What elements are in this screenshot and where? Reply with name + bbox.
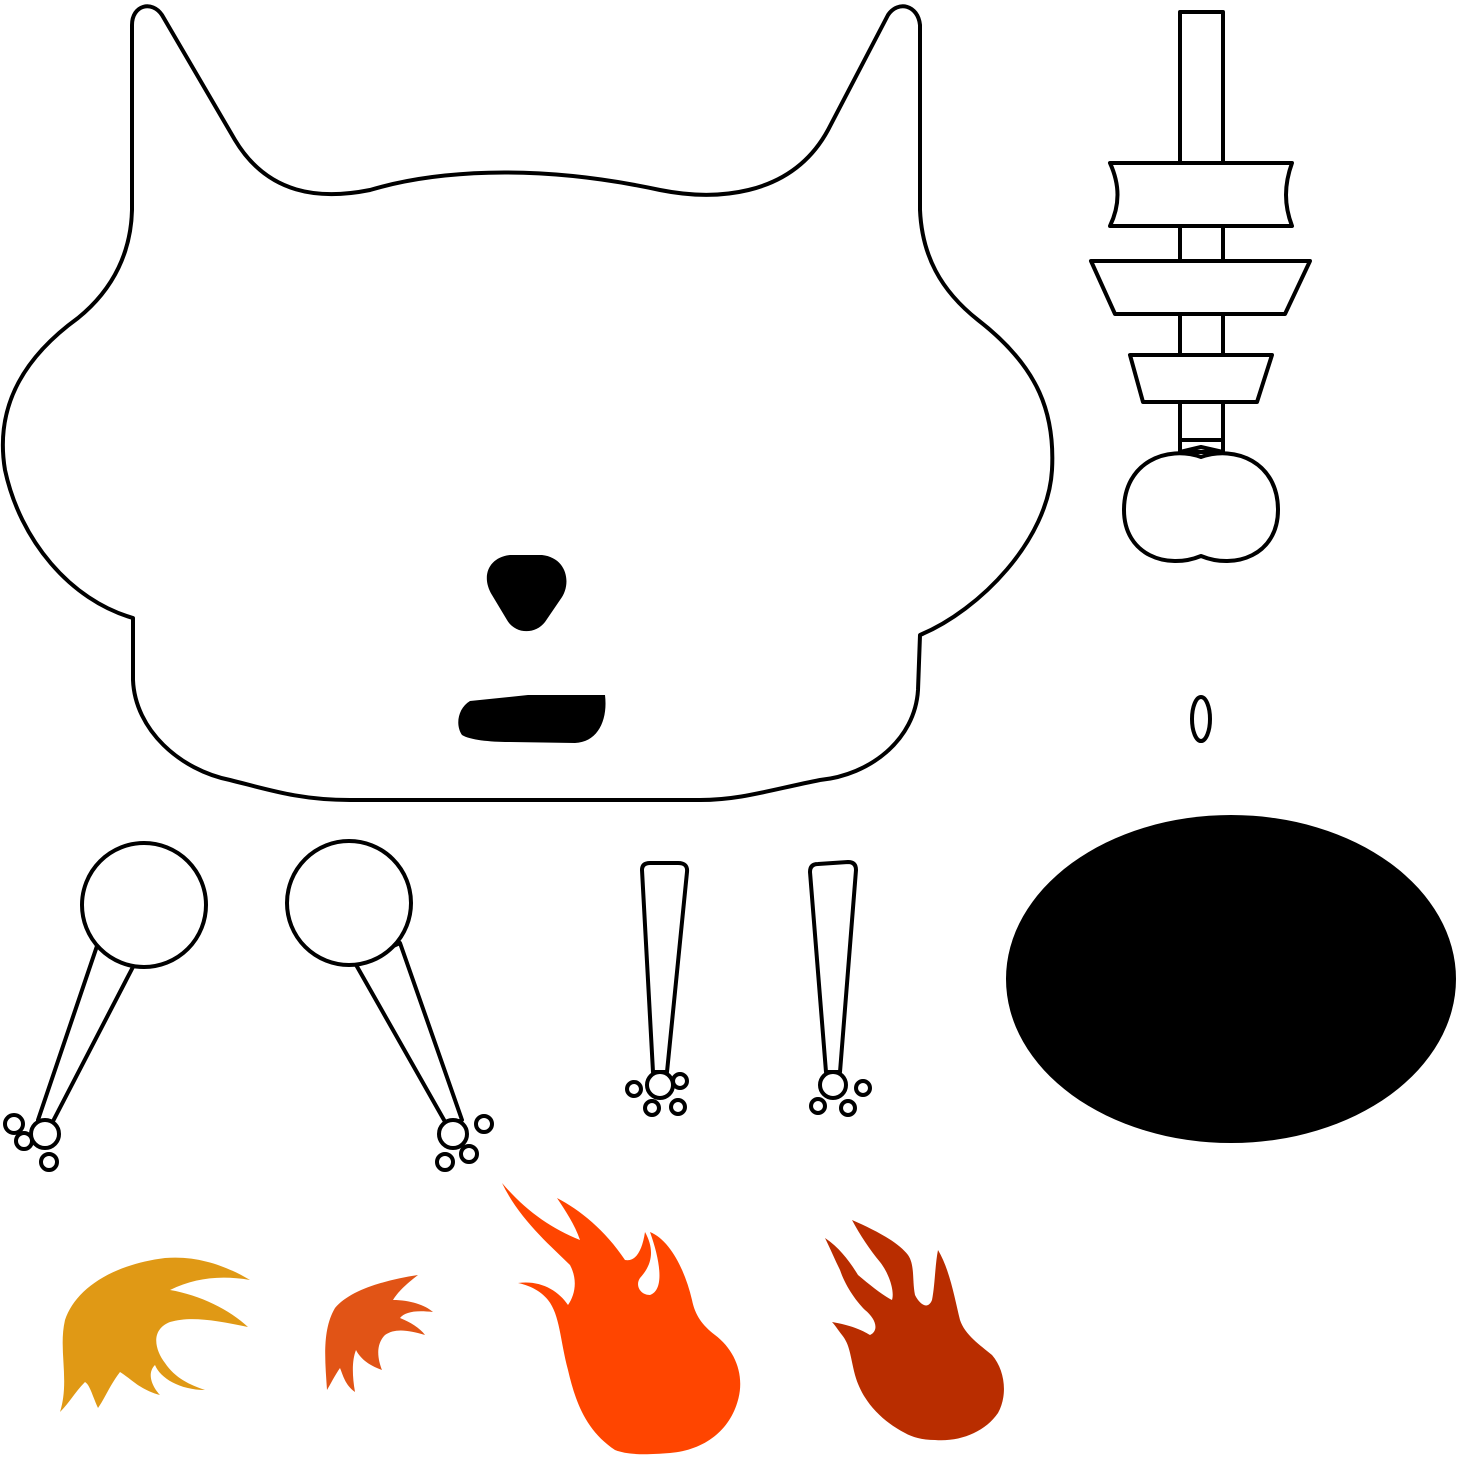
mouth-icon[interactable] (458, 695, 606, 743)
flame-gold-icon[interactable] (60, 1257, 250, 1412)
nose-icon[interactable] (486, 555, 567, 632)
front-leg-right[interactable] (285, 839, 494, 1172)
flame-dark-red-icon[interactable] (825, 1220, 1004, 1441)
flame-red-orange-icon[interactable] (502, 1183, 741, 1455)
spine-skewer-icon[interactable] (1089, 10, 1312, 564)
hind-leg-right[interactable] (808, 860, 872, 1117)
cat-head-icon[interactable] (0, 4, 1055, 802)
small-oval-icon[interactable] (1190, 695, 1212, 743)
hind-leg-left[interactable] (625, 861, 690, 1117)
body-oval-icon[interactable] (1006, 815, 1456, 1143)
flame-orange-icon[interactable] (325, 1275, 433, 1392)
front-leg-left[interactable] (3, 841, 208, 1172)
